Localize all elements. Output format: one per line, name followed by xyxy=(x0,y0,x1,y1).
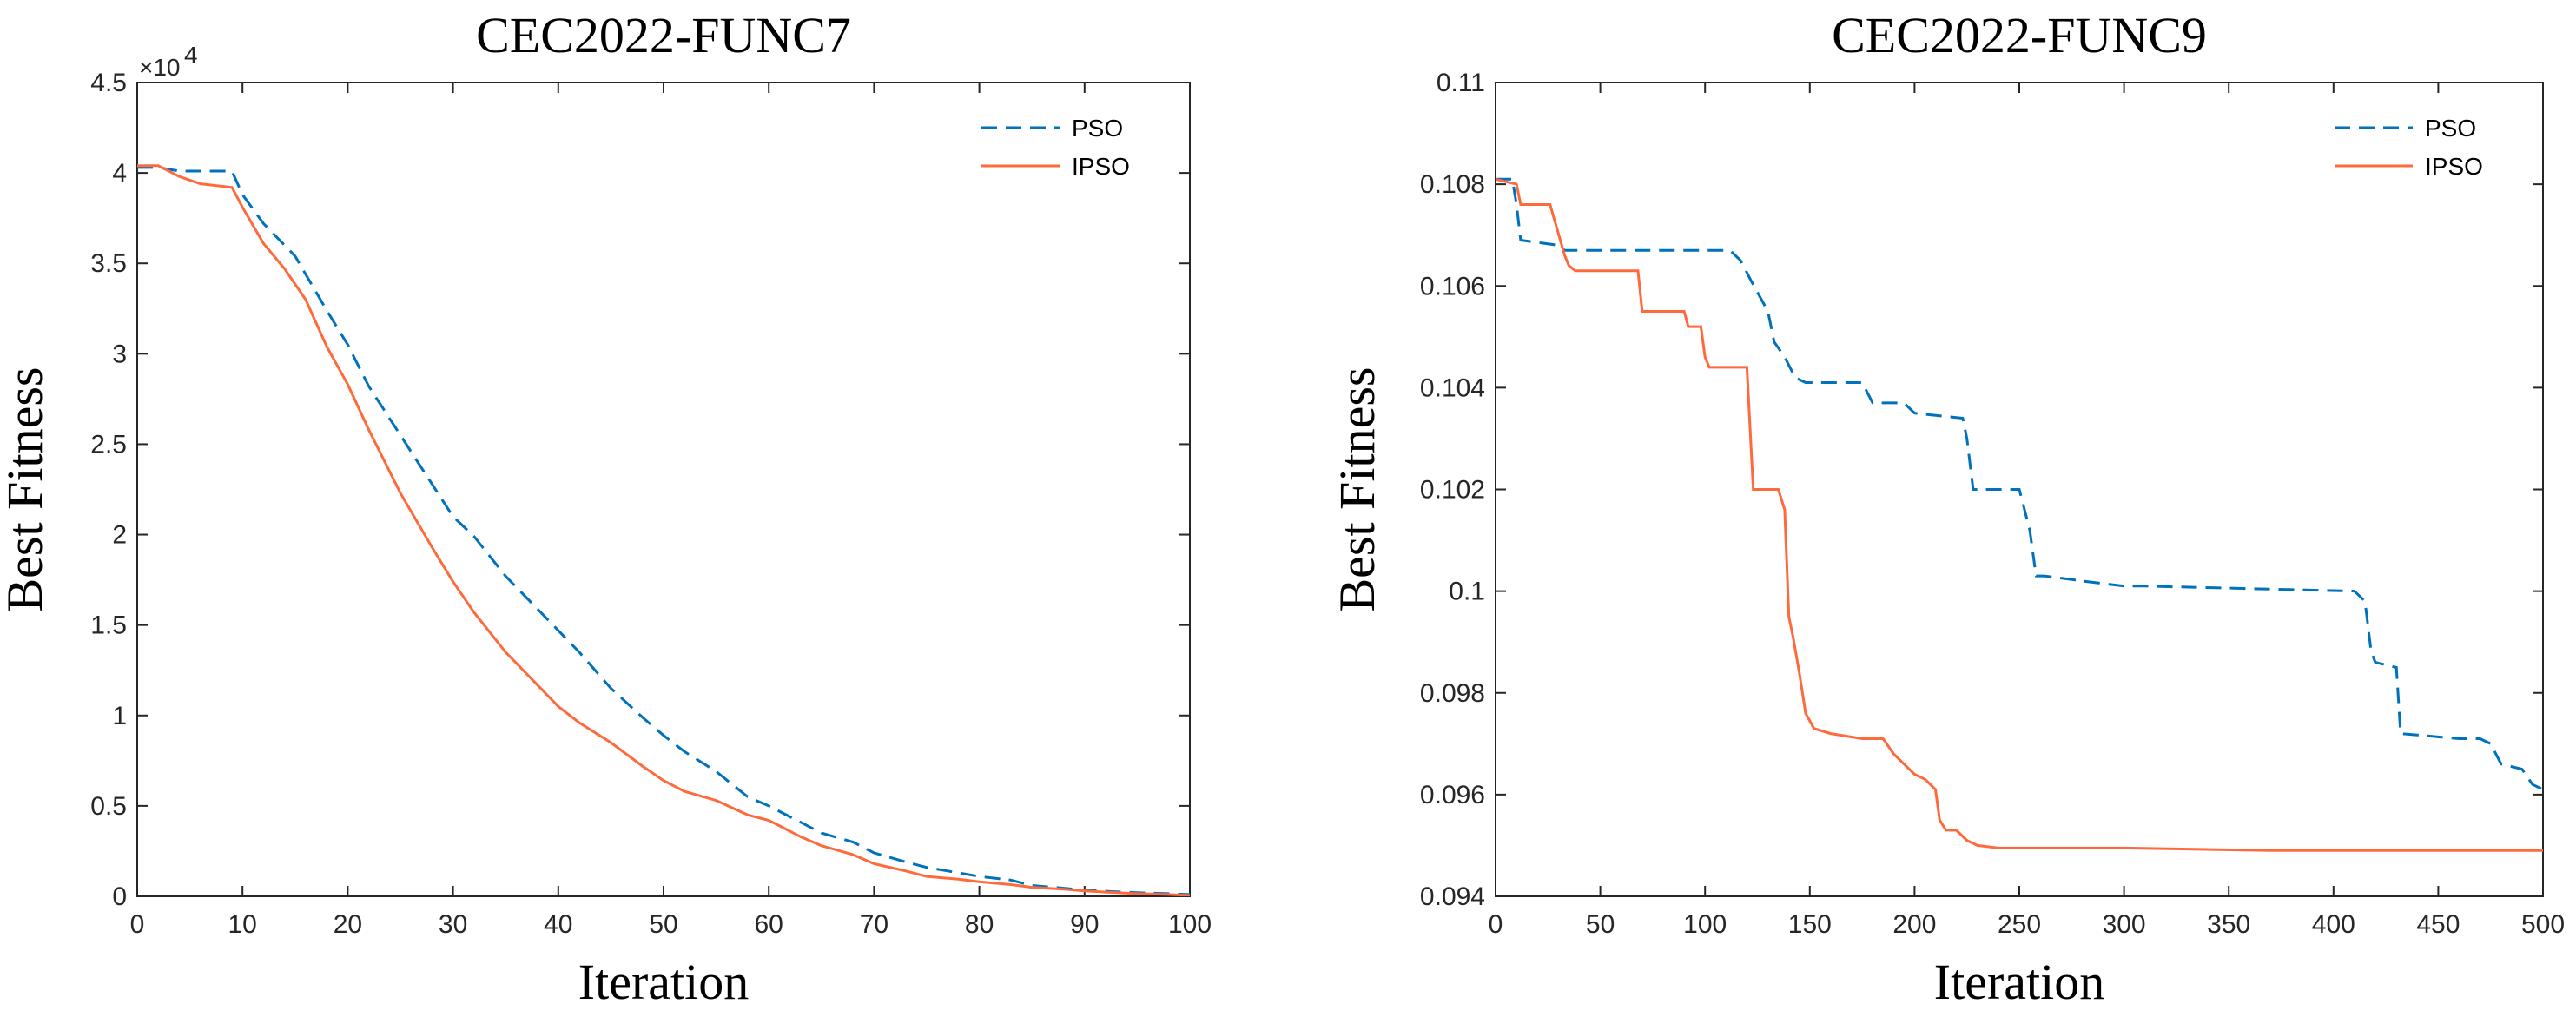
y-tick-label: 0.5 xyxy=(90,792,127,821)
y-tick-label: 4 xyxy=(112,159,127,188)
y-tick-label: 0 xyxy=(112,882,127,911)
y-axis-label: Best Fitness xyxy=(0,367,53,612)
y-tick-label: 1.5 xyxy=(90,611,127,640)
x-tick-label: 80 xyxy=(965,910,994,939)
x-tick-label: 450 xyxy=(2416,910,2460,939)
legend-label-pso: PSO xyxy=(2425,115,2476,142)
x-tick-label: 200 xyxy=(1892,910,1936,939)
plot-frame xyxy=(136,82,1191,897)
x-tick-label: 70 xyxy=(860,910,888,939)
x-tick-label: 350 xyxy=(2207,910,2250,939)
chart-1: 0 10 20 30 40 50 60 70 80 90 100 0 0.5 1 1.5 2 2.5 3 3.5 4 4… xyxy=(0,7,1212,1010)
y-tick-label: 4.5 xyxy=(90,69,127,97)
y-tick-label: 0.094 xyxy=(1420,882,1485,911)
x-tick-label: 50 xyxy=(649,910,677,939)
legend-label-pso: PSO xyxy=(1072,115,1123,142)
legend-label-ipso: IPSO xyxy=(2425,153,2483,180)
x-tick-label: 0 xyxy=(130,910,145,939)
x-axis-label: Iteration xyxy=(1934,954,2104,1010)
x-tick-label: 400 xyxy=(2312,910,2355,939)
x-tick-label: 20 xyxy=(334,910,362,939)
y-tick-label: 0.1 xyxy=(1449,578,1485,606)
chart-2: 0 50 100 150 200 250 300 350 400 450 500 0.094 0.096… xyxy=(1329,7,2565,1010)
x-tick-label: 100 xyxy=(1168,910,1212,939)
x-tick-label: 90 xyxy=(1070,910,1099,939)
y-tick-label: 3.5 xyxy=(90,249,127,278)
y-tick-label: 0.102 xyxy=(1420,476,1485,505)
x-tick-label: 10 xyxy=(228,910,257,939)
y-tick-label: 0.096 xyxy=(1420,781,1485,809)
x-tick-label: 40 xyxy=(544,910,572,939)
x-tick-label: 0 xyxy=(1489,910,1503,939)
y-tick-label: 0.11 xyxy=(1437,69,1485,97)
y-tick-label: 1 xyxy=(112,702,127,730)
y-tick-label: 2 xyxy=(112,521,127,550)
series-line-ipso xyxy=(1496,177,2543,852)
y-exponent-label: ×10 xyxy=(139,54,181,81)
x-axis-label: Iteration xyxy=(578,954,749,1010)
x-tick-label: 100 xyxy=(1683,910,1727,939)
series-line-ipso xyxy=(137,164,1190,896)
chart-title: CEC2022-FUNC9 xyxy=(1832,7,2207,63)
x-tick-label: 50 xyxy=(1586,910,1615,939)
x-tick-label: 500 xyxy=(2521,910,2565,939)
series-line-pso xyxy=(1496,177,2543,791)
x-tick-label: 30 xyxy=(439,910,467,939)
series-line-pso xyxy=(137,166,1190,896)
x-tick-label: 250 xyxy=(1998,910,2041,939)
x-tick-label: 150 xyxy=(1788,910,1832,939)
legend-label-ipso: IPSO xyxy=(1072,153,1130,180)
chart-title: CEC2022-FUNC7 xyxy=(476,7,851,63)
y-tick-label: 0.106 xyxy=(1420,272,1485,301)
y-tick-label: 0.104 xyxy=(1420,373,1485,402)
x-tick-label: 300 xyxy=(2103,910,2146,939)
y-tick-label: 3 xyxy=(112,340,127,368)
y-tick-label: 0.098 xyxy=(1420,679,1485,708)
x-tick-label: 60 xyxy=(755,910,783,939)
y-exponent-power: 4 xyxy=(184,42,198,69)
y-tick-label: 2.5 xyxy=(90,430,127,459)
y-tick-label: 0.108 xyxy=(1420,170,1485,199)
y-axis-label: Best Fitness xyxy=(1329,367,1385,612)
